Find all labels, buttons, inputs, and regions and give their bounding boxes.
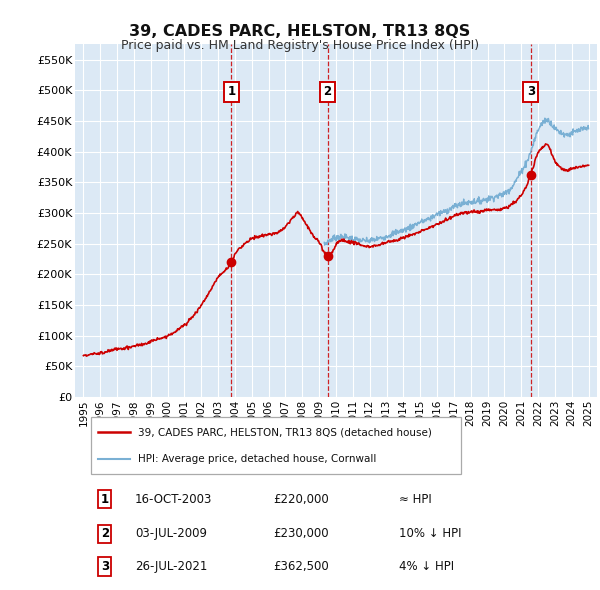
Text: £230,000: £230,000 — [274, 527, 329, 540]
Text: 39, CADES PARC, HELSTON, TR13 8QS (detached house): 39, CADES PARC, HELSTON, TR13 8QS (detac… — [137, 427, 431, 437]
Text: 39, CADES PARC, HELSTON, TR13 8QS: 39, CADES PARC, HELSTON, TR13 8QS — [130, 24, 470, 38]
Text: 2: 2 — [101, 527, 109, 540]
Text: 16-OCT-2003: 16-OCT-2003 — [135, 493, 212, 506]
Text: 1: 1 — [101, 493, 109, 506]
Text: 1: 1 — [227, 86, 235, 99]
Text: 26-JUL-2021: 26-JUL-2021 — [135, 560, 208, 573]
Text: 4% ↓ HPI: 4% ↓ HPI — [398, 560, 454, 573]
Text: ≈ HPI: ≈ HPI — [398, 493, 431, 506]
Text: 3: 3 — [101, 560, 109, 573]
Text: Price paid vs. HM Land Registry's House Price Index (HPI): Price paid vs. HM Land Registry's House … — [121, 39, 479, 52]
FancyBboxPatch shape — [91, 417, 461, 474]
Text: £220,000: £220,000 — [274, 493, 329, 506]
Text: 3: 3 — [527, 86, 535, 99]
Text: 03-JUL-2009: 03-JUL-2009 — [135, 527, 207, 540]
Text: 10% ↓ HPI: 10% ↓ HPI — [398, 527, 461, 540]
Text: HPI: Average price, detached house, Cornwall: HPI: Average price, detached house, Corn… — [137, 454, 376, 464]
Text: £362,500: £362,500 — [274, 560, 329, 573]
Text: 2: 2 — [323, 86, 332, 99]
